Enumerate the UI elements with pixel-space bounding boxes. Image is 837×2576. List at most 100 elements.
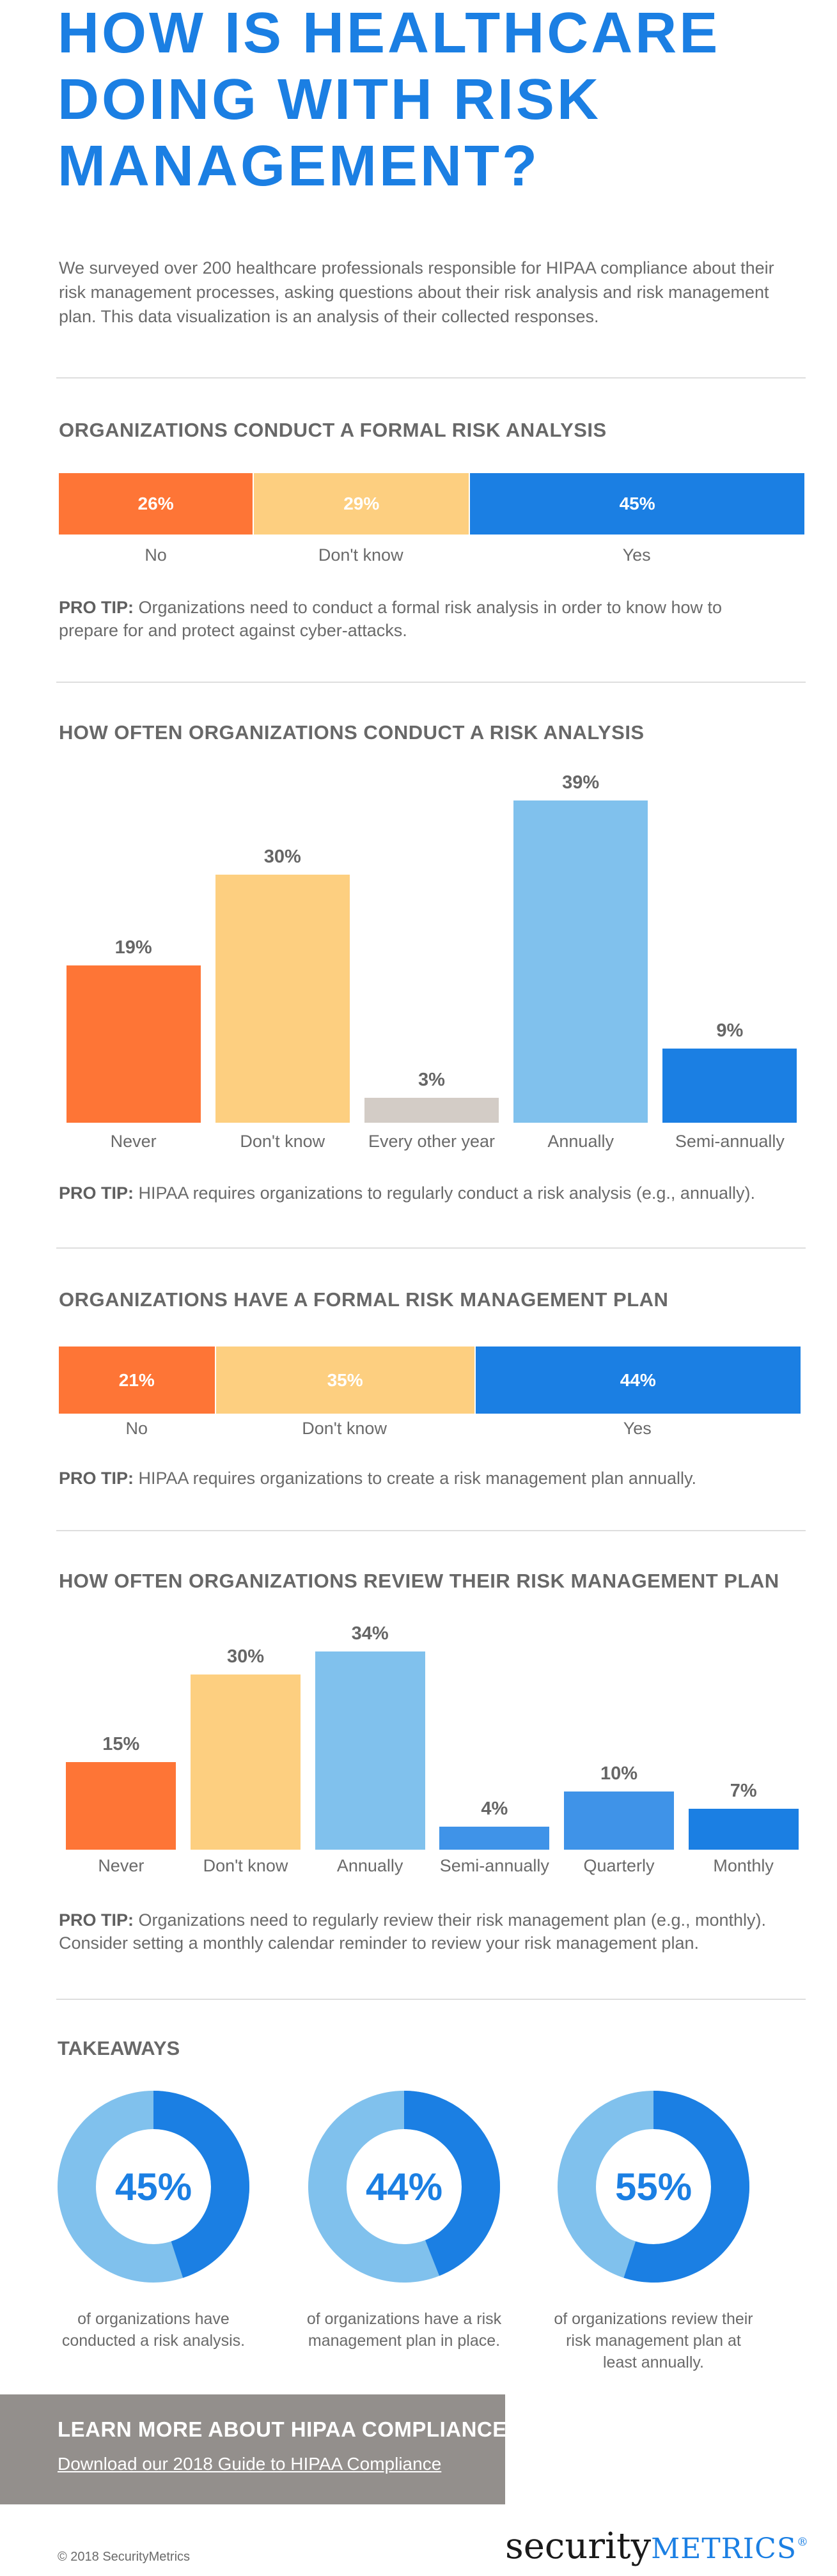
- divider: [56, 1530, 806, 1531]
- donut-caption: of organizations have a risk management …: [306, 2310, 502, 2350]
- bar-segment-no: 26%: [59, 473, 253, 535]
- pro-tip-text: HIPAA requires organizations to regularl…: [138, 1183, 756, 1203]
- takeaway-donut-1: 45%: [58, 2091, 249, 2283]
- category-label: Yes: [622, 545, 651, 565]
- data-label: 19%: [114, 937, 152, 958]
- divider: [56, 1999, 806, 2000]
- pro-tip-label: PRO TIP:: [59, 1469, 134, 1488]
- copyright: © 2018 SecurityMetrics: [58, 2550, 191, 2564]
- divider: [56, 682, 806, 683]
- bar-don-t-know: [215, 875, 350, 1123]
- category-label: Yes: [623, 1419, 652, 1438]
- section-2-heading: HOW OFTEN ORGANIZATIONS CONDUCT A RISK A…: [59, 721, 645, 744]
- bar-semi-annually: [439, 1826, 550, 1850]
- category-label: No: [145, 545, 167, 565]
- bar-segment-don-t-know: 35%: [214, 1347, 474, 1414]
- risk-analysis-category-labels: No Don't know Yes: [59, 545, 804, 571]
- category-label: Never: [98, 1856, 145, 1875]
- bar-segment-yes: 45%: [469, 473, 804, 535]
- category-label: Don't know: [302, 1419, 387, 1438]
- risk-analysis-frequency-chart: 19% Never 30% Don't know 3% Every other year 3…: [59, 767, 804, 1170]
- risk-plan-stacked-bar: 21% 35% 44%: [59, 1347, 801, 1414]
- data-label: 29%: [343, 494, 380, 513]
- risk-plan-category-labels: No Don't know Yes: [59, 1419, 801, 1444]
- risk-plan-review-chart: 15% Never 30% Don't know 34% Annually 4% Semi-a…: [59, 1623, 806, 1883]
- takeaways-heading: TAKEAWAYS: [58, 2037, 180, 2059]
- section-4-heading: HOW OFTEN ORGANIZATIONS REVIEW THEIR RIS…: [59, 1570, 779, 1592]
- bar-annually: [513, 800, 648, 1123]
- pro-tip-text: Organizations need to conduct a formal r…: [59, 598, 722, 640]
- category-label: Semi-annually: [439, 1856, 549, 1875]
- category-label: Semi-annually: [675, 1132, 785, 1151]
- data-label: 7%: [730, 1781, 757, 1802]
- intro-text: We surveyed over 200 healthcare professi…: [59, 258, 774, 326]
- data-label: 45%: [619, 494, 655, 513]
- bar-segment-no: 21%: [59, 1347, 215, 1414]
- pro-tip-label: PRO TIP:: [59, 598, 134, 617]
- bar-never: [66, 965, 201, 1123]
- donut-graphic: [558, 2091, 749, 2283]
- category-label: Don't know: [318, 545, 403, 565]
- bar-every-other-year: [364, 1098, 499, 1123]
- donut-percentage: 55%: [614, 2165, 692, 2208]
- bar-segment-yes: 44%: [474, 1347, 801, 1414]
- bar-don-t-know: [190, 1674, 301, 1850]
- bar-quarterly: [563, 1791, 675, 1850]
- bar-monthly: [688, 1809, 799, 1850]
- cta-title: LEARN MORE ABOUT HIPAA COMPLIANCE: [58, 2417, 507, 2441]
- logo-registered-mark: ®: [796, 2535, 808, 2549]
- data-label: 39%: [562, 772, 600, 793]
- donut-caption: of organizations review their risk manag…: [554, 2310, 753, 2371]
- divider: [56, 377, 806, 379]
- donut-value-arc: [58, 2091, 249, 2283]
- bar-annually: [315, 1651, 425, 1850]
- section-2-pro-tip: PRO TIP: HIPAA requires organizations to…: [59, 1182, 813, 1205]
- pro-tip-label: PRO TIP:: [59, 1183, 134, 1203]
- donut-value-arc: [558, 2091, 749, 2283]
- data-label: 34%: [351, 1623, 389, 1644]
- data-label: 10%: [600, 1763, 638, 1784]
- pro-tip-label: PRO TIP:: [59, 1910, 134, 1930]
- data-label: 9%: [716, 1020, 744, 1041]
- data-label: 21%: [118, 1370, 155, 1390]
- section-4-pro-tip: PRO TIP: Organizations need to regularly…: [59, 1909, 820, 1955]
- category-label: Don't know: [240, 1132, 325, 1151]
- bar-semi-annually: [662, 1048, 797, 1123]
- category-label: Monthly: [713, 1856, 774, 1875]
- download-guide-link[interactable]: Download our 2018 Guide to HIPAA Complia…: [58, 2454, 442, 2474]
- page-title: HOW IS HEALTHCARE DOING WITH RISK MANAGE…: [58, 1, 721, 198]
- risk-analysis-stacked-bar: 26% 29% 45%: [59, 473, 804, 535]
- section-3-pro-tip: PRO TIP: HIPAA requires organizations to…: [59, 1467, 813, 1490]
- category-label: Don't know: [203, 1856, 288, 1875]
- bar-segment-don-t-know: 29%: [253, 473, 469, 535]
- data-label: 3%: [418, 1070, 445, 1091]
- donut-value-arc: [308, 2091, 500, 2283]
- category-label: Annually: [336, 1856, 403, 1875]
- data-label: 15%: [102, 1734, 140, 1755]
- securitymetrics-logo: securityMETRICS®: [505, 2525, 808, 2567]
- category-label: Quarterly: [583, 1856, 655, 1875]
- donut-graphic: [308, 2091, 500, 2283]
- pro-tip-text: HIPAA requires organizations to create a…: [138, 1469, 697, 1488]
- data-label: 4%: [481, 1798, 508, 1819]
- data-label: 30%: [226, 1646, 265, 1667]
- divider: [56, 1247, 806, 1249]
- donut-percentage: 45%: [114, 2165, 192, 2208]
- data-label: 30%: [263, 847, 301, 868]
- logo-security: security: [505, 2525, 652, 2567]
- takeaway-donut-2: 44%: [308, 2091, 500, 2283]
- pro-tip-text: Organizations need to regularly review t…: [59, 1910, 766, 1953]
- donut-caption: of organizations have conducted a risk a…: [61, 2310, 246, 2350]
- data-label: 44%: [620, 1370, 656, 1390]
- category-label: No: [125, 1419, 148, 1438]
- data-label: 26%: [137, 494, 174, 513]
- bar-never: [66, 1762, 176, 1850]
- section-1-pro-tip: PRO TIP: Organizations need to conduct a…: [59, 596, 762, 642]
- category-label: Never: [110, 1132, 157, 1151]
- section-1-heading: ORGANIZATIONS CONDUCT A FORMAL RISK ANAL…: [59, 419, 607, 441]
- cta-banner: [0, 2394, 505, 2504]
- takeaway-donut-3: 55%: [558, 2091, 749, 2283]
- category-label: Annually: [547, 1132, 614, 1151]
- category-label: Every other year: [368, 1132, 496, 1151]
- donut-graphic: [58, 2091, 249, 2283]
